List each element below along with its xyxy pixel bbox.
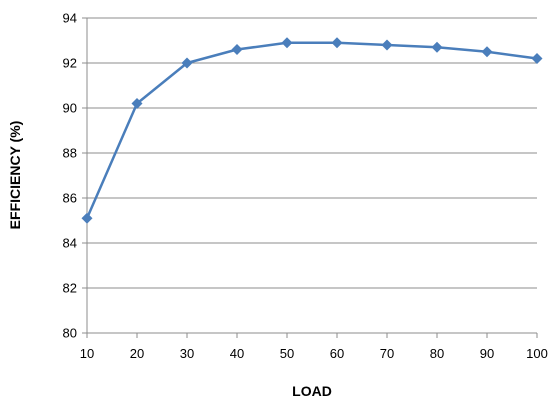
y-tick-label: 80 <box>63 326 77 341</box>
x-tick-label: 100 <box>526 346 548 361</box>
x-tick-label: 20 <box>130 346 144 361</box>
x-tick-label: 90 <box>480 346 494 361</box>
y-tick-label: 84 <box>63 236 77 251</box>
data-point-marker <box>131 98 143 109</box>
data-point-marker <box>381 39 393 51</box>
y-axis-title: EFFICIENCY (%) <box>7 121 23 230</box>
x-tick-labels: 10 20 30 40 50 60 70 80 90 100 <box>80 346 548 361</box>
x-tick-label: 40 <box>230 346 244 361</box>
data-point-marker <box>231 44 243 55</box>
data-point-marker <box>81 212 93 224</box>
y-tick-label: 82 <box>63 281 77 296</box>
data-point-marker <box>331 37 343 49</box>
data-point-marker <box>531 53 543 64</box>
y-tick-labels: 80 82 84 86 88 90 92 94 <box>63 11 77 341</box>
y-tick-label: 92 <box>63 56 77 71</box>
y-tick-label: 88 <box>63 146 77 161</box>
data-point-marker <box>431 41 443 53</box>
x-axis-title: LOAD <box>292 383 332 399</box>
series-layer <box>81 37 543 224</box>
y-tick-label: 90 <box>63 101 77 116</box>
x-tick-label: 70 <box>380 346 394 361</box>
data-point-marker <box>281 37 293 49</box>
x-tick-label: 80 <box>430 346 444 361</box>
data-point-marker <box>181 57 193 69</box>
gridlines <box>82 17 537 334</box>
x-tick-label: 50 <box>280 346 294 361</box>
y-tick-label: 94 <box>63 11 77 26</box>
x-tick-label: 30 <box>180 346 194 361</box>
x-tick-label: 10 <box>80 346 94 361</box>
axes <box>86 18 538 338</box>
data-point-marker <box>481 46 493 58</box>
y-tick-label: 86 <box>63 191 77 206</box>
x-tick-label: 60 <box>330 346 344 361</box>
series-line <box>85 41 538 219</box>
